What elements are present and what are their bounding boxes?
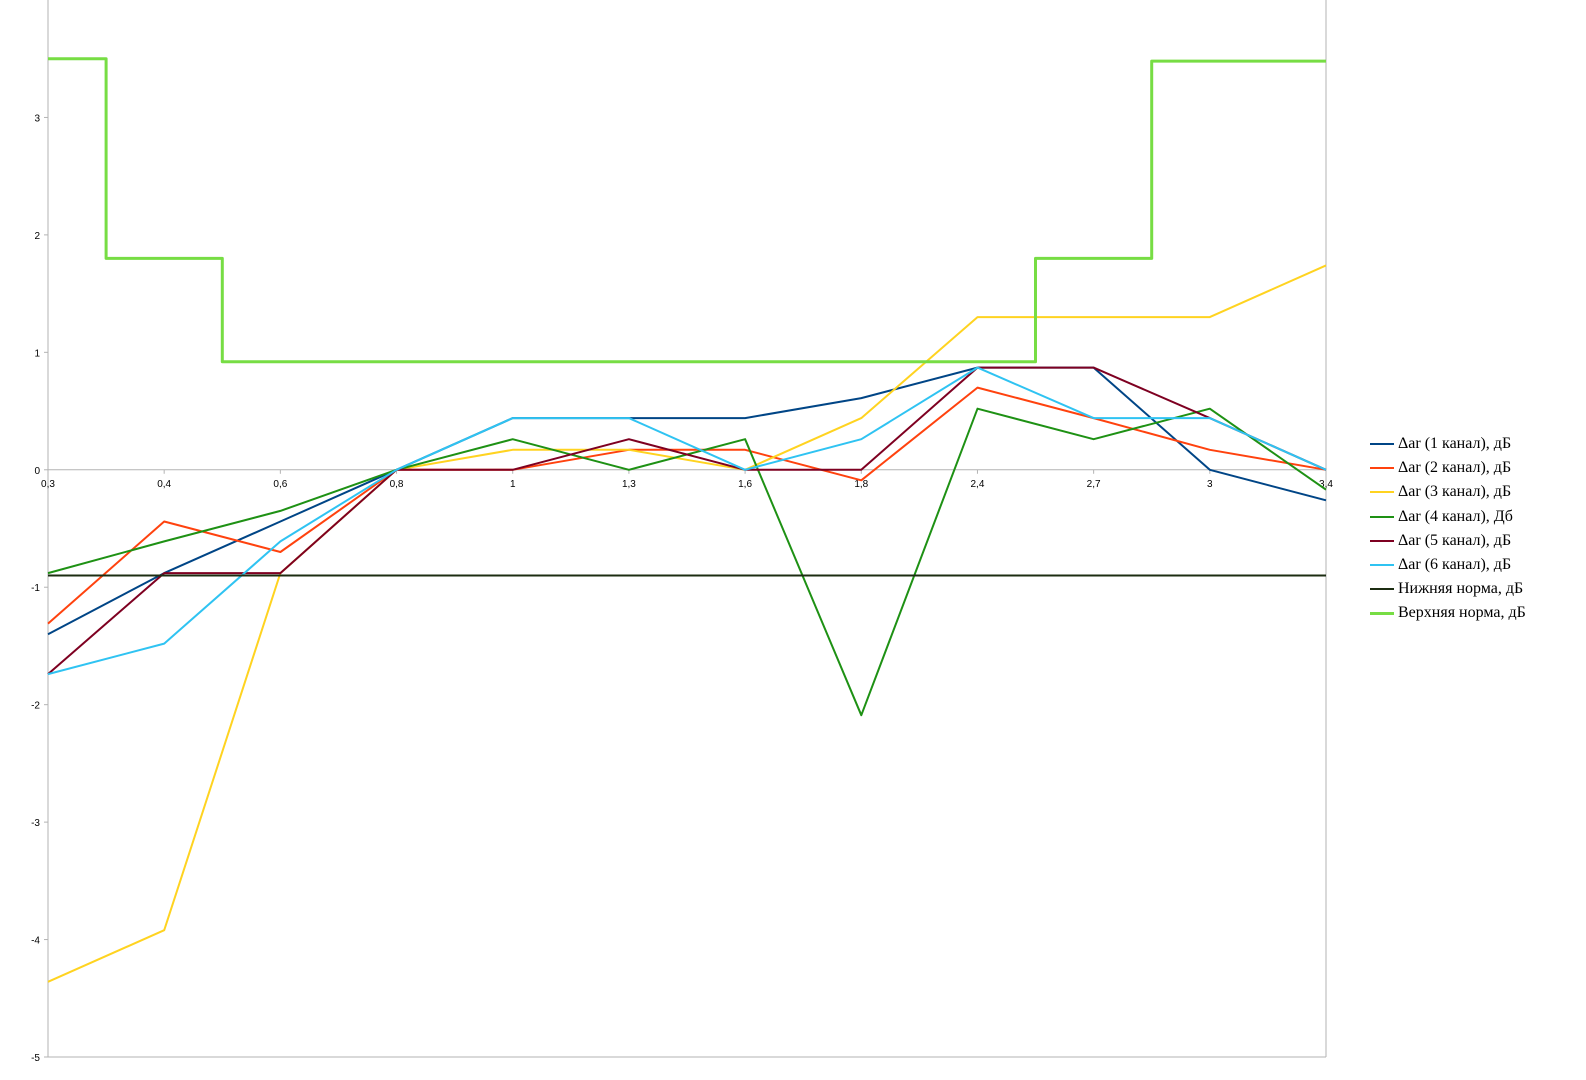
x-tick-label: 2,7 (1087, 479, 1101, 490)
y-tick-label: 3 (34, 113, 40, 124)
legend-label: Δar (2 канал), дБ (1398, 459, 1512, 477)
legend-label: Δar (3 канал), дБ (1398, 483, 1512, 501)
x-tick-label: 2,4 (971, 479, 985, 490)
y-tick-label: 1 (34, 348, 40, 359)
y-tick-label: -1 (31, 583, 40, 594)
legend-item: Δar (2 канал), дБ (1370, 456, 1526, 480)
series-line-2 (47, 386, 1327, 625)
x-tick-label: 3 (1207, 479, 1213, 490)
x-tick-label: 1,6 (738, 479, 752, 490)
legend-swatch (1370, 443, 1394, 446)
legend-swatch (1370, 588, 1394, 591)
x-tick-label: 0,6 (273, 479, 287, 490)
x-tick-label: 0,8 (390, 479, 404, 490)
legend-swatch (1370, 564, 1394, 567)
legend-swatch (1370, 467, 1394, 470)
series-line-8 (48, 57, 1326, 364)
legend-item: Δar (1 канал), дБ (1370, 432, 1526, 456)
legend-label: Δar (6 канал), дБ (1398, 556, 1512, 574)
legend-item: Δar (3 канал), дБ (1370, 480, 1526, 504)
y-tick-label: 2 (34, 231, 40, 242)
legend-label: Δar (1 канал), дБ (1398, 435, 1512, 453)
legend-label: Δar (5 канал), дБ (1398, 531, 1512, 549)
legend-label: Верхняя норма, дБ (1398, 604, 1526, 622)
legend-swatch (1370, 515, 1394, 518)
legend-item: Δar (5 канал), дБ (1370, 529, 1526, 553)
legend-item: Δar (4 канал), Дб (1370, 505, 1526, 529)
series-line-3 (47, 264, 1327, 983)
x-tick-label: 1 (510, 479, 516, 490)
series-line-5 (47, 366, 1327, 675)
x-tick-label: 0,4 (157, 479, 171, 490)
x-tick-label: 0,3 (41, 479, 55, 490)
y-tick-label: 0 (34, 466, 40, 477)
legend-swatch (1370, 491, 1394, 494)
chart-legend: Δar (1 канал), дБ Δar (2 канал), дБ Δar (3… (1370, 432, 1526, 626)
legend-item: Δar (6 канал), дБ (1370, 553, 1526, 577)
x-tick-label: 1,8 (854, 479, 868, 490)
legend-item: Нижняя норма, дБ (1370, 577, 1526, 601)
y-tick-label: -3 (31, 818, 40, 829)
series-line-1 (47, 366, 1327, 636)
legend-item: Верхняя норма, дБ (1370, 601, 1526, 625)
series-line-6 (47, 366, 1327, 676)
y-tick-label: -4 (31, 936, 40, 947)
x-tick-label: 1,3 (622, 479, 636, 490)
legend-swatch (1370, 611, 1394, 615)
legend-label: Δar (4 канал), Дб (1398, 507, 1513, 525)
legend-label: Нижняя норма, дБ (1398, 580, 1524, 598)
y-tick-label: -2 (31, 701, 40, 712)
y-tick-label: -5 (31, 1053, 40, 1064)
legend-swatch (1370, 539, 1394, 542)
x-tick-label: 3,4 (1319, 479, 1333, 490)
